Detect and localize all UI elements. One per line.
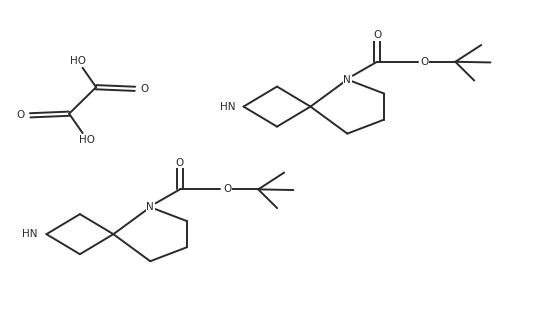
Text: O: O (421, 57, 429, 67)
Text: O: O (140, 84, 149, 94)
Text: O: O (224, 184, 232, 194)
Text: HN: HN (220, 102, 235, 111)
Text: N: N (343, 75, 351, 85)
Text: HO: HO (79, 135, 95, 144)
Text: O: O (16, 110, 25, 120)
Text: O: O (176, 158, 184, 168)
Text: HN: HN (23, 229, 38, 239)
Text: O: O (373, 30, 381, 40)
Text: N: N (146, 202, 154, 212)
Text: HO: HO (70, 57, 86, 66)
